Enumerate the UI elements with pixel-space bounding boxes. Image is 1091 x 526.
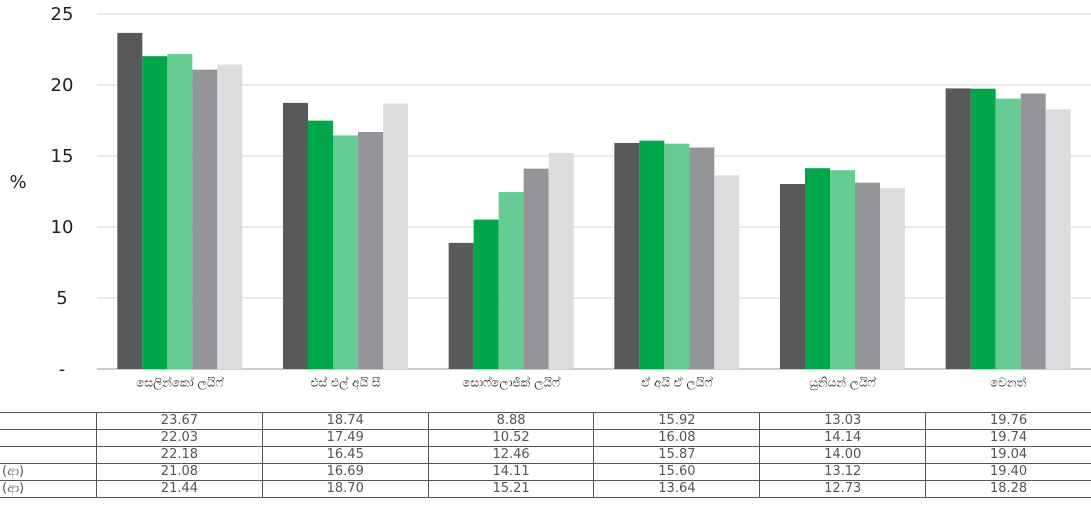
table-cell: 15.92 [593, 412, 761, 430]
x-category-label: ඒ අයි ඒ ලයිෆ් [641, 375, 713, 390]
table-cell: 14.14 [759, 429, 927, 447]
bar [358, 132, 383, 369]
bar [805, 168, 830, 369]
table-cell: 12.73 [759, 480, 927, 498]
bar [142, 56, 168, 369]
table-cell: 8.88 [427, 412, 595, 430]
bar [192, 69, 218, 369]
bar [448, 242, 474, 369]
table-cell: 13.03 [759, 412, 927, 430]
bar [855, 182, 880, 369]
bar [117, 32, 143, 370]
bar [283, 102, 308, 369]
bar [217, 64, 243, 369]
bar [995, 98, 1021, 369]
table-row: (ආ) 21.08 16.69 14.11 15.60 13.12 19.40 [0, 463, 1091, 481]
y-tick-label: 5 [56, 288, 67, 309]
gridlines [97, 13, 1091, 370]
bar [498, 192, 524, 369]
table-cell: 16.69 [261, 463, 429, 481]
table-cell: 15.60 [593, 463, 761, 481]
bar [945, 88, 971, 370]
category-labels: සෙලින්කෝ ලයිෆ් එස් එල් අයි සී සොෆ්ලොජික් ල… [136, 375, 1026, 390]
y-tick-label: - [59, 359, 66, 380]
y-tick-label: 10 [51, 217, 74, 238]
bar [780, 183, 805, 369]
bar [614, 142, 640, 369]
table-cell: 16.08 [593, 429, 761, 447]
x-category-label: යුනියන් ලයිෆ් [809, 375, 876, 390]
bar [333, 135, 358, 369]
bar [523, 168, 549, 369]
y-tick-label: 15 [51, 146, 74, 167]
series-name-cell [0, 429, 97, 447]
bar [383, 103, 408, 370]
table-row: 22.18 16.45 12.46 15.87 14.00 19.04 [0, 446, 1091, 464]
table-row: 22.03 17.49 10.52 16.08 14.14 19.74 [0, 429, 1091, 447]
bar [639, 140, 665, 369]
bar [473, 219, 499, 369]
table-cell: 21.44 [96, 480, 263, 498]
bar-chart: - 5 10 15 20 25 % සෙලින්කෝ ලයිෆ් එස් එල් අයි ස… [9, 4, 1091, 391]
table-cell: 21.08 [96, 463, 263, 481]
bar [689, 147, 715, 369]
table-cell: 14.11 [427, 463, 595, 481]
x-category-label: එස් එල් අයි සී [310, 375, 380, 390]
bar [830, 170, 855, 369]
bar [308, 120, 333, 369]
table-cell: 15.21 [427, 480, 595, 498]
series-name-cell [0, 412, 97, 430]
table-cell: 22.18 [96, 446, 263, 464]
table-cell: 19.40 [925, 463, 1091, 481]
table-cell: 19.04 [925, 446, 1091, 464]
table-cell: 13.64 [593, 480, 761, 498]
table-cell: 12.46 [427, 446, 595, 464]
table-row: 23.67 18.74 8.88 15.92 13.03 19.76 [0, 412, 1091, 430]
y-tick-label: 20 [51, 75, 74, 96]
bar [880, 188, 905, 369]
table-cell: 15.87 [593, 446, 761, 464]
table-cell: 19.74 [925, 429, 1091, 447]
table-cell: 18.74 [261, 412, 429, 430]
y-tick-label: 25 [51, 4, 74, 25]
series-name-cell: (ආ) [0, 463, 97, 481]
x-category-label: සෙලින්කෝ ලයිෆ් [136, 375, 224, 390]
y-axis-tick-labels: - 5 10 15 20 25 [51, 4, 74, 380]
data-table: 23.67 18.74 8.88 15.92 13.03 19.76 22.03 17.49 1… [0, 412, 1091, 498]
bars [117, 32, 1071, 370]
series-name-cell: (ආ) [0, 480, 97, 498]
table-cell: 13.12 [759, 463, 927, 481]
table-cell: 16.45 [261, 446, 429, 464]
table-cell: 23.67 [96, 412, 263, 430]
table-row: (ආ) 21.44 18.70 15.21 13.64 12.73 18.28 [0, 480, 1091, 498]
y-axis-label: % [9, 172, 26, 193]
x-category-label: සොෆ්ලොජික් ලයිෆ් [462, 375, 560, 390]
table-cell: 18.28 [925, 480, 1091, 498]
table-cell: 17.49 [261, 429, 429, 447]
x-category-label: වෙනත් [990, 375, 1027, 389]
series-name-cell [0, 446, 97, 464]
table-cell: 14.00 [759, 446, 927, 464]
bar [1020, 93, 1046, 370]
table-cell: 22.03 [96, 429, 263, 447]
bar [664, 143, 690, 369]
table-cell: 19.76 [925, 412, 1091, 430]
table-cell: 10.52 [427, 429, 595, 447]
bar [714, 175, 740, 369]
bar [1045, 109, 1071, 369]
bar [548, 153, 574, 369]
table-cell: 18.70 [261, 480, 429, 498]
bar [167, 54, 193, 369]
bar [970, 88, 996, 369]
